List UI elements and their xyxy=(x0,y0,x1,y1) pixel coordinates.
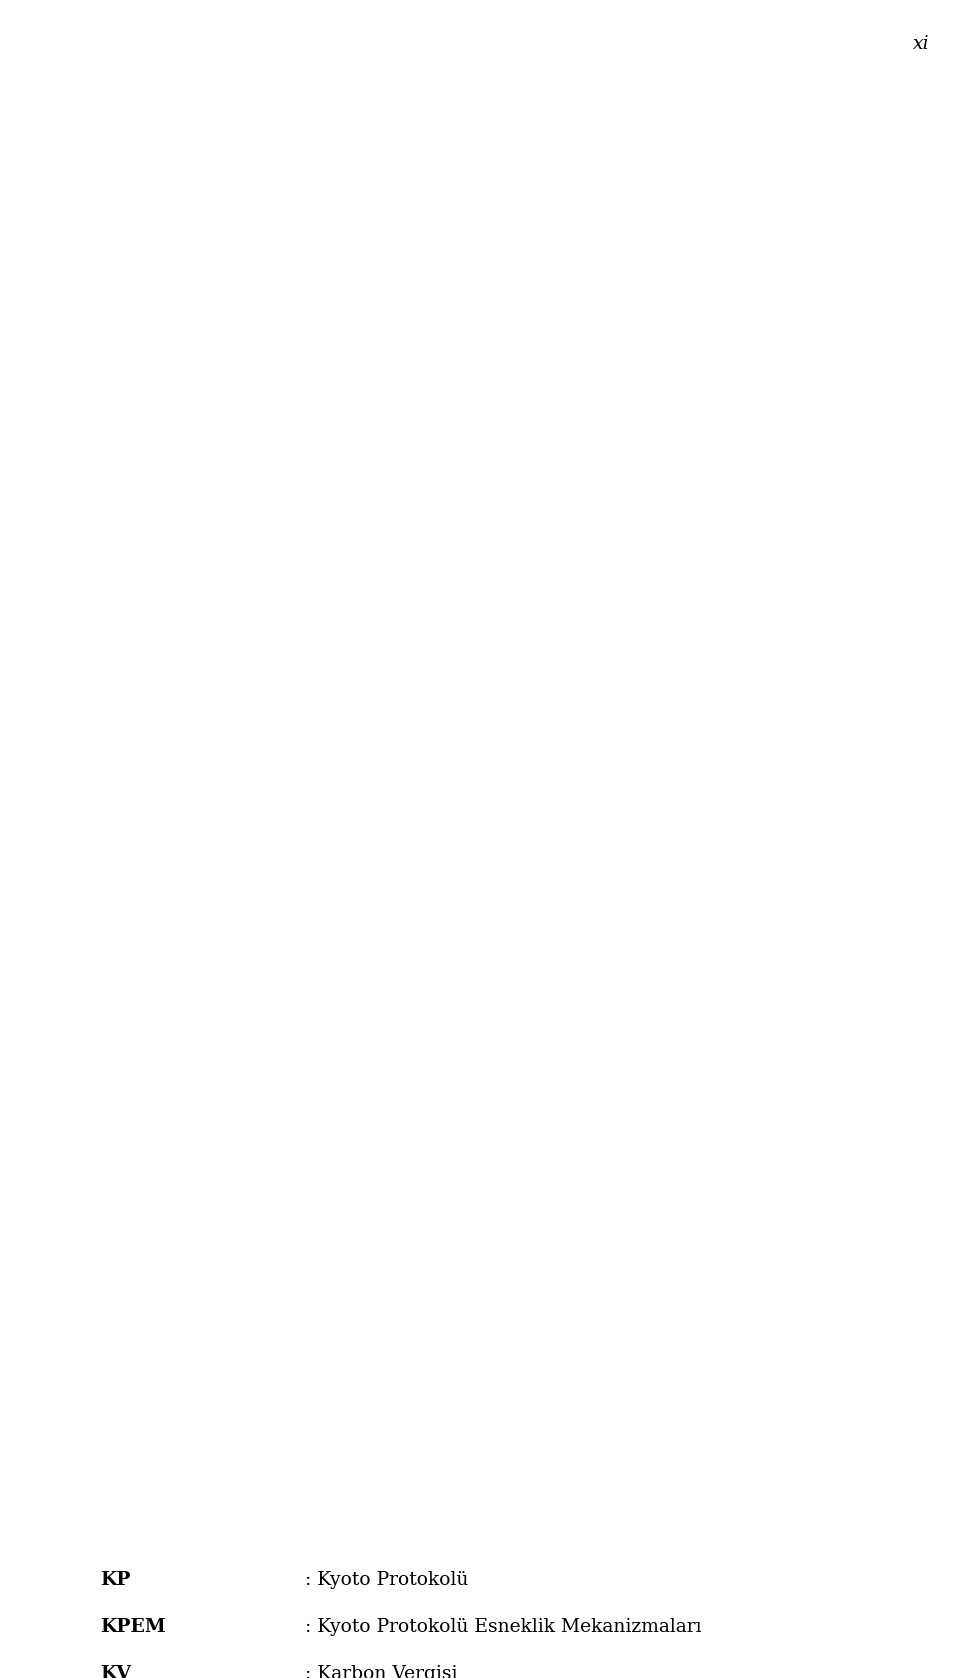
Text: KPEM: KPEM xyxy=(100,1618,166,1636)
Text: : Karbon Vergisi: : Karbon Vergisi xyxy=(305,1665,458,1678)
Text: : Kyoto Protokolü: : Kyoto Protokolü xyxy=(305,1571,468,1589)
Text: KP: KP xyxy=(100,1571,131,1589)
Text: xi: xi xyxy=(913,35,930,54)
Text: KV: KV xyxy=(100,1665,131,1678)
Text: : Kyoto Protokolü Esneklik Mekanizmaları: : Kyoto Protokolü Esneklik Mekanizmaları xyxy=(305,1618,702,1636)
